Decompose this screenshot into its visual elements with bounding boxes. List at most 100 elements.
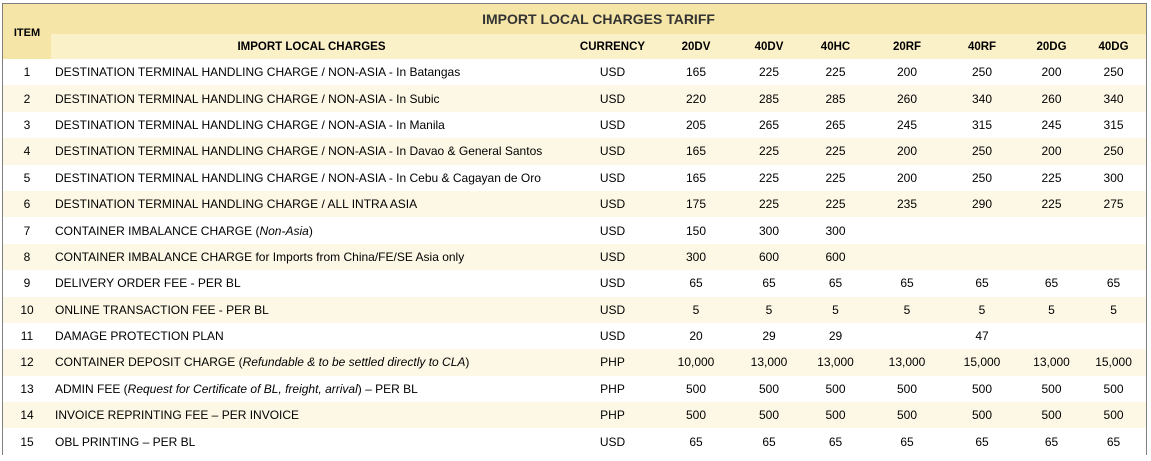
container-column-header: 20DG (1022, 34, 1081, 59)
item-column-header: ITEM (3, 4, 51, 59)
rate-cell: 165 (653, 138, 739, 165)
rate-cell: 13,000 (1022, 349, 1081, 376)
rate-cell: 300 (653, 243, 739, 271)
rate-cell (1081, 243, 1147, 271)
rate-cell: 65 (1022, 270, 1081, 297)
rate-cell (942, 217, 1022, 244)
item-number: 5 (3, 164, 51, 191)
table-row: 10 ONLINE TRANSACTION FEE - PER BL USD 5 5 5 5… (3, 296, 1147, 323)
charge-description: DESTINATION TERMINAL HANDLING CHARGE / N… (51, 85, 572, 112)
rate-cell: 225 (799, 164, 872, 191)
charge-description: CONTAINER IMBALANCE CHARGE (Non-Asia) (51, 217, 572, 244)
rate-cell: 5 (872, 296, 942, 323)
charge-description-text: OBL PRINTING – PER BL (55, 434, 196, 449)
charge-description: DESTINATION TERMINAL HANDLING CHARGE / N… (51, 138, 572, 165)
rate-cell: 15,000 (942, 349, 1022, 376)
rate-cell: 5 (799, 296, 872, 323)
rate-cell: 200 (872, 138, 942, 165)
charge-description: ONLINE TRANSACTION FEE - PER BL (51, 296, 572, 323)
rate-cell: 315 (1081, 111, 1147, 139)
charge-description-text: ADMIN FEE ( (55, 381, 128, 396)
rate-cell (1022, 322, 1081, 350)
item-number: 14 (3, 402, 51, 429)
currency-cell: USD (572, 217, 653, 244)
charge-description: DELIVERY ORDER FEE - PER BL (51, 270, 572, 297)
rate-cell: 260 (872, 85, 942, 112)
item-number: 7 (3, 217, 51, 244)
rate-cell (872, 322, 942, 350)
description-column-header: IMPORT LOCAL CHARGES (51, 34, 572, 59)
rate-cell: 500 (872, 375, 942, 403)
item-number: 6 (3, 190, 51, 218)
table-row: 2 DESTINATION TERMINAL HANDLING CHARGE / … (3, 85, 1147, 112)
charge-description-text: DESTINATION TERMINAL HANDLING CHARGE / N… (55, 65, 461, 80)
rate-cell: 600 (739, 243, 799, 271)
item-number: 13 (3, 375, 51, 403)
rate-cell: 65 (799, 270, 872, 297)
table-row: 13 ADMIN FEE (Request for Certificate of … (3, 375, 1147, 403)
rate-cell: 65 (942, 428, 1022, 455)
rate-cell: 200 (1022, 138, 1081, 165)
charge-description-text: DELIVERY ORDER FEE - PER BL (55, 276, 241, 291)
rate-cell: 65 (872, 270, 942, 297)
table-row: 8 CONTAINER IMBALANCE CHARGE for Imports … (3, 243, 1147, 271)
rate-cell: 250 (942, 59, 1022, 86)
rate-cell: 500 (1022, 402, 1081, 429)
item-number: 11 (3, 322, 51, 350)
rate-cell (1081, 217, 1147, 244)
rate-cell: 250 (942, 138, 1022, 165)
charge-description-text: DESTINATION TERMINAL HANDLING CHARGE / N… (55, 144, 543, 159)
rate-cell: 47 (942, 322, 1022, 350)
rate-cell: 500 (1081, 375, 1147, 403)
rate-cell: 285 (799, 85, 872, 112)
rate-cell: 200 (1022, 59, 1081, 86)
rate-cell: 10,000 (653, 349, 739, 376)
rate-cell: 205 (653, 111, 739, 139)
item-number: 4 (3, 138, 51, 165)
rate-cell: 500 (942, 375, 1022, 403)
charge-description: INVOICE REPRINTING FEE – PER INVOICE (51, 402, 572, 429)
item-number: 2 (3, 85, 51, 112)
rate-cell (942, 243, 1022, 271)
currency-cell: USD (572, 111, 653, 139)
charge-description: DESTINATION TERMINAL HANDLING CHARGE / A… (51, 190, 572, 218)
currency-cell: USD (572, 428, 653, 455)
charge-description-text: DESTINATION TERMINAL HANDLING CHARGE / N… (55, 117, 445, 132)
rate-cell: 260 (1022, 85, 1081, 112)
container-column-header: 40DV (739, 34, 799, 59)
rate-cell: 290 (942, 190, 1022, 218)
table-row: 1 DESTINATION TERMINAL HANDLING CHARGE / … (3, 59, 1147, 86)
rate-cell: 340 (1081, 85, 1147, 112)
table-row: 9 DELIVERY ORDER FEE - PER BL USD 65 65 65 65 6… (3, 270, 1147, 297)
currency-cell: USD (572, 243, 653, 271)
rate-cell: 65 (942, 270, 1022, 297)
charge-description: DESTINATION TERMINAL HANDLING CHARGE / N… (51, 164, 572, 191)
rate-cell: 13,000 (872, 349, 942, 376)
table-row: 6 DESTINATION TERMINAL HANDLING CHARGE / … (3, 190, 1147, 218)
rate-cell: 300 (1081, 164, 1147, 191)
rate-cell: 500 (799, 375, 872, 403)
charge-description-note: Request for Certificate of BL, freight, … (127, 381, 358, 396)
rate-cell: 65 (1022, 428, 1081, 455)
charge-description: CONTAINER DEPOSIT CHARGE (Refundable & t… (51, 349, 572, 376)
tariff-table-body: 1 DESTINATION TERMINAL HANDLING CHARGE / … (3, 59, 1147, 455)
rate-cell: 500 (1081, 402, 1147, 429)
item-number: 1 (3, 59, 51, 86)
currency-cell: PHP (572, 349, 653, 376)
rate-cell: 500 (653, 402, 739, 429)
rate-cell: 245 (1022, 111, 1081, 139)
table-row: 4 DESTINATION TERMINAL HANDLING CHARGE / … (3, 138, 1147, 165)
rate-cell: 300 (799, 217, 872, 244)
charge-description-suffix: ) – PER BL (357, 381, 418, 396)
rate-cell: 250 (1081, 59, 1147, 86)
rate-cell: 300 (739, 217, 799, 244)
charge-description-note: Refundable & to be settled directly to C… (242, 355, 466, 370)
rate-cell: 29 (739, 322, 799, 350)
table-row: 14 INVOICE REPRINTING FEE – PER INVOICE PH… (3, 402, 1147, 429)
rate-cell: 5 (1022, 296, 1081, 323)
rate-cell: 225 (739, 59, 799, 86)
rate-cell: 165 (653, 59, 739, 86)
rate-cell: 265 (799, 111, 872, 139)
rate-cell: 225 (799, 138, 872, 165)
item-number: 8 (3, 243, 51, 271)
